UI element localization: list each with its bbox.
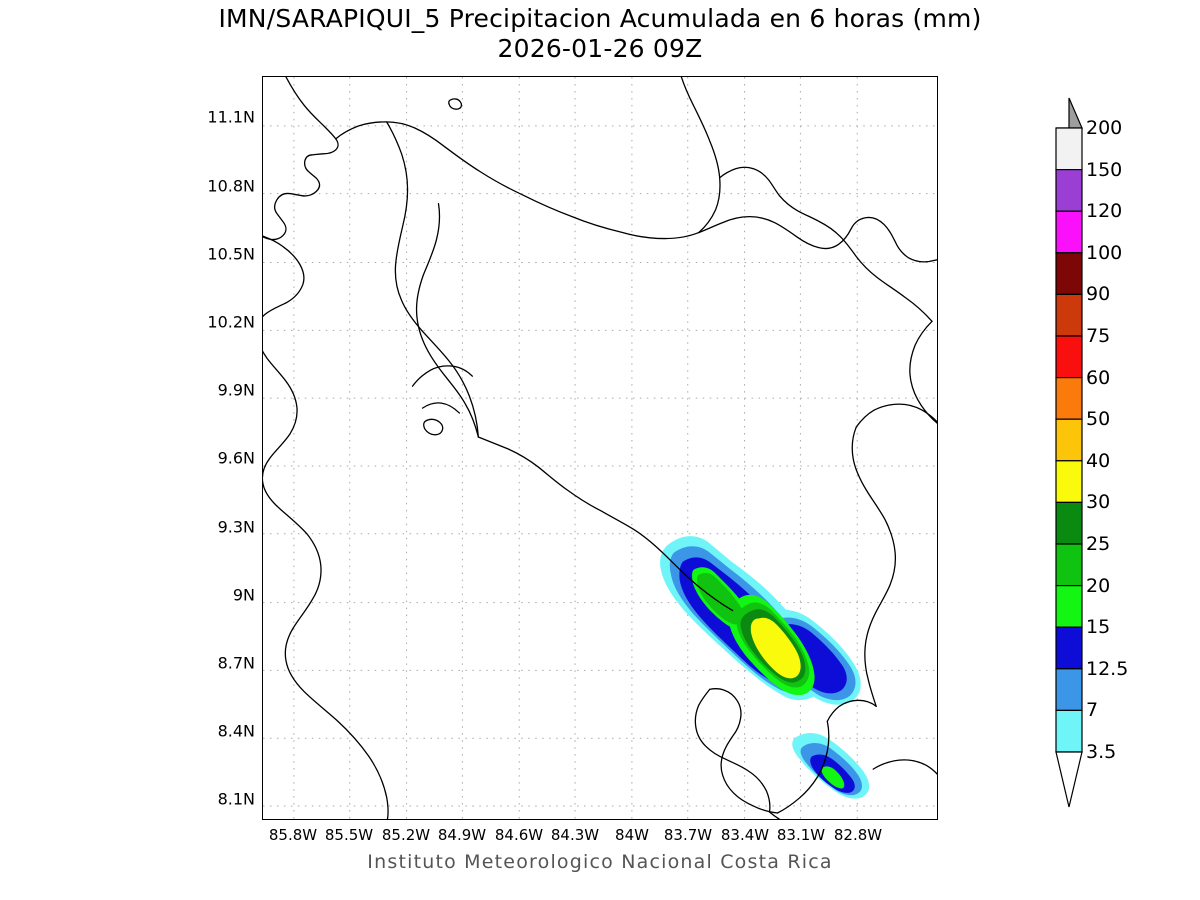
y-tick-label: 9.9N: [217, 380, 255, 400]
gridlines: [263, 77, 937, 819]
colorbar-label: 40: [1086, 449, 1111, 472]
x-tick-label: 84.6W: [494, 826, 544, 844]
x-tick-label: 84W: [615, 826, 649, 844]
footer-credit: Instituto Meteorologico Nacional Costa R…: [367, 851, 833, 873]
chart-title-line-1: IMN/SARAPIQUI_5 Precipitacion Acumulada …: [218, 4, 982, 33]
colorbar-bands: [1055, 127, 1083, 753]
map-canvas: [263, 77, 937, 819]
x-tick-label: 83.7W: [663, 826, 713, 844]
y-tick-label: 10.5N: [207, 244, 255, 264]
colorbar-label: 200: [1086, 117, 1123, 139]
colorbar-label: 120: [1086, 200, 1123, 223]
y-tick-label: 8.4N: [217, 721, 255, 741]
y-tick-label: 8.1N: [217, 789, 255, 809]
precip-contours-main: [660, 536, 861, 705]
y-tick-label: 9.6N: [217, 448, 255, 468]
x-tick-label: 82.8W: [833, 826, 883, 844]
colorbar-label: 75: [1086, 325, 1111, 347]
y-tick-label: 10.8N: [207, 176, 255, 196]
x-tick-label: 83.1W: [776, 826, 826, 844]
y-tick-label: 9.3N: [217, 517, 255, 537]
x-tick-label: 83.4W: [720, 826, 770, 844]
colorbar[interactable]: 200 150 120 100 90 75 60 50 40 30 25 20 …: [1050, 95, 1190, 825]
colorbar-label: 60: [1086, 366, 1111, 389]
colorbar-label: 25: [1086, 533, 1111, 555]
x-tick-label: 85.5W: [324, 826, 374, 844]
colorbar-top-arrow: [1056, 97, 1083, 129]
x-tick-label: 85.8W: [268, 826, 318, 844]
colorbar-label: 90: [1086, 283, 1111, 306]
colorbar-label: 20: [1086, 574, 1111, 597]
map-plot-area[interactable]: [262, 76, 938, 820]
coastline-paths: [263, 77, 937, 819]
colorbar-label: 30: [1086, 491, 1111, 514]
chart-title: IMN/SARAPIQUI_5 Precipitacion Acumulada …: [0, 4, 1200, 64]
y-tick-label: 10.2N: [207, 312, 255, 332]
colorbar-label: 7: [1086, 699, 1099, 722]
y-tick-label: 11.1N: [207, 107, 255, 127]
colorbar-svg: [1055, 97, 1083, 808]
colorbar-bottom-arrow: [1055, 751, 1083, 808]
chart-title-line-2: 2026-01-26 09Z: [497, 34, 703, 63]
y-tick-label: 8.7N: [217, 653, 255, 673]
y-tick-label: 9N: [232, 585, 255, 605]
x-tick-label: 85.2W: [381, 826, 431, 844]
colorbar-label: 12.5: [1086, 657, 1129, 680]
colorbar-label: 3.5: [1086, 741, 1117, 763]
colorbar-label: 150: [1086, 158, 1123, 181]
precip-contours-south: [792, 732, 870, 799]
x-tick-label: 84.3W: [550, 826, 600, 844]
colorbar-label: 15: [1086, 616, 1111, 639]
x-tick-label: 84.9W: [437, 826, 487, 844]
colorbar-label: 100: [1086, 241, 1123, 264]
colorbar-label: 50: [1086, 408, 1111, 431]
